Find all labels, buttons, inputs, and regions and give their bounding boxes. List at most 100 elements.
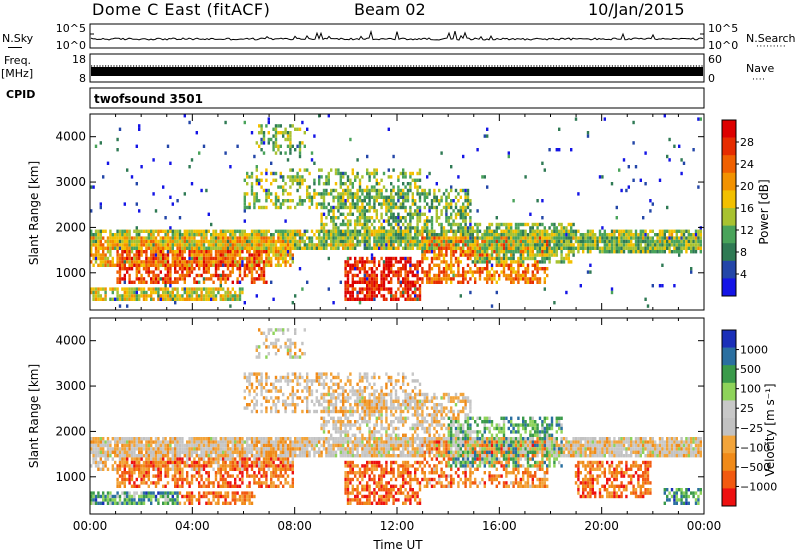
heatmap-cell (399, 260, 402, 264)
heatmap-cell (406, 294, 410, 298)
heatmap-cell (224, 246, 227, 250)
heatmap-cell (529, 236, 532, 240)
heatmap-cell (339, 236, 342, 240)
heatmap-cell (447, 277, 450, 281)
heatmap-cell (92, 233, 95, 237)
heatmap-cell (366, 284, 369, 288)
heatmap-cell (169, 297, 172, 301)
freq-tick-top: 18 (72, 53, 86, 66)
heatmap-cell (457, 280, 460, 284)
heatmap-cell (421, 256, 424, 261)
heatmap-cell (519, 243, 522, 247)
heatmap-cell (378, 287, 381, 291)
heatmap-cell (262, 134, 266, 138)
heatmap-cell (452, 239, 455, 244)
heatmap-cell (546, 426, 549, 431)
heatmap-cell (418, 229, 422, 233)
heatmap-cell (224, 229, 227, 233)
heatmap-cell (226, 256, 230, 261)
heatmap-cell (526, 423, 530, 427)
heatmap-cell (164, 294, 167, 298)
heatmap-cell (418, 216, 422, 220)
heatmap-cell (238, 280, 242, 284)
heatmap-cell (392, 243, 395, 247)
heatmap-cell (334, 236, 338, 240)
heatmap-cell (529, 229, 532, 233)
heatmap-cell (469, 277, 472, 281)
heatmap-cell (318, 168, 321, 172)
heatmap-cell (202, 256, 206, 261)
heatmap-cell (243, 396, 246, 400)
heatmap-cell (277, 148, 280, 152)
heatmap-cell (205, 290, 208, 295)
heatmap-cell (476, 236, 479, 240)
heatmap-cell (620, 239, 623, 244)
heatmap-cell (565, 229, 568, 233)
heatmap-cell (255, 355, 258, 359)
heatmap-cell (102, 263, 105, 267)
heatmap-cell (250, 246, 254, 250)
heatmap-cell (399, 386, 402, 390)
heatmap-cell (375, 396, 378, 400)
heatmap-cell (416, 216, 419, 220)
heatmap-cell (130, 175, 134, 179)
heatmap-cell (543, 270, 546, 274)
heatmap-cell (512, 426, 515, 431)
heatmap-cell (397, 185, 400, 189)
heatmap-cell (570, 243, 573, 247)
heatmap-cell (622, 158, 626, 162)
heatmap-cell (286, 253, 290, 257)
heatmap-cell (250, 229, 254, 233)
heatmap-cell (193, 239, 196, 244)
heatmap-cell (356, 202, 359, 206)
heatmap-cell (334, 406, 338, 410)
heatmap-cell (486, 185, 489, 189)
heatmap-cell (279, 175, 282, 179)
heatmap-cell (363, 212, 366, 216)
heatmap-cell (462, 229, 465, 233)
heatmap-cell (651, 243, 654, 247)
heatmap-cell (524, 426, 527, 431)
heatmap-cell (339, 212, 342, 216)
heatmap-cell (265, 372, 268, 376)
heatmap-cell (560, 423, 563, 427)
heatmap-cell (159, 270, 162, 274)
heatmap-cell (298, 202, 302, 206)
heatmap-cell (145, 270, 148, 274)
heatmap-cell (274, 141, 278, 145)
heatmap-cell (274, 256, 278, 261)
heatmap-cell (291, 199, 294, 203)
heatmap-cell (500, 233, 503, 237)
heatmap-cell (106, 239, 110, 244)
heatmap-cell (217, 233, 220, 237)
heatmap-cell (327, 212, 330, 216)
heatmap-cell (457, 246, 460, 250)
heatmap-cell (272, 382, 275, 386)
heatmap-cell (411, 297, 414, 301)
heatmap-cell (543, 287, 546, 291)
heatmap-cell (106, 246, 110, 250)
heatmap-cell (128, 253, 131, 257)
heatmap-cell (382, 270, 386, 274)
heatmap-cell (406, 212, 410, 216)
heatmap-cell (558, 260, 561, 264)
heatmap-cell (469, 406, 472, 410)
cpid-value: twofsound 3501 (94, 92, 203, 106)
heatmap-cell (387, 233, 390, 237)
heatmap-cell (90, 246, 93, 250)
heatmap-cell (351, 423, 354, 427)
heatmap-cell (414, 399, 417, 403)
heatmap-cell (262, 137, 266, 142)
heatmap-cell (346, 185, 350, 189)
heatmap-cell (325, 192, 328, 196)
heatmap-cell (512, 233, 515, 237)
heatmap-cell (399, 216, 402, 220)
heatmap-cell (370, 406, 374, 410)
heatmap-cell (363, 226, 366, 230)
heatmap-cell (594, 236, 597, 240)
heatmap-cell (397, 416, 400, 420)
heatmap-cell (517, 236, 520, 240)
heatmap-cell (205, 267, 208, 271)
heatmap-cell (690, 236, 693, 240)
heatmap-cell (534, 256, 537, 261)
